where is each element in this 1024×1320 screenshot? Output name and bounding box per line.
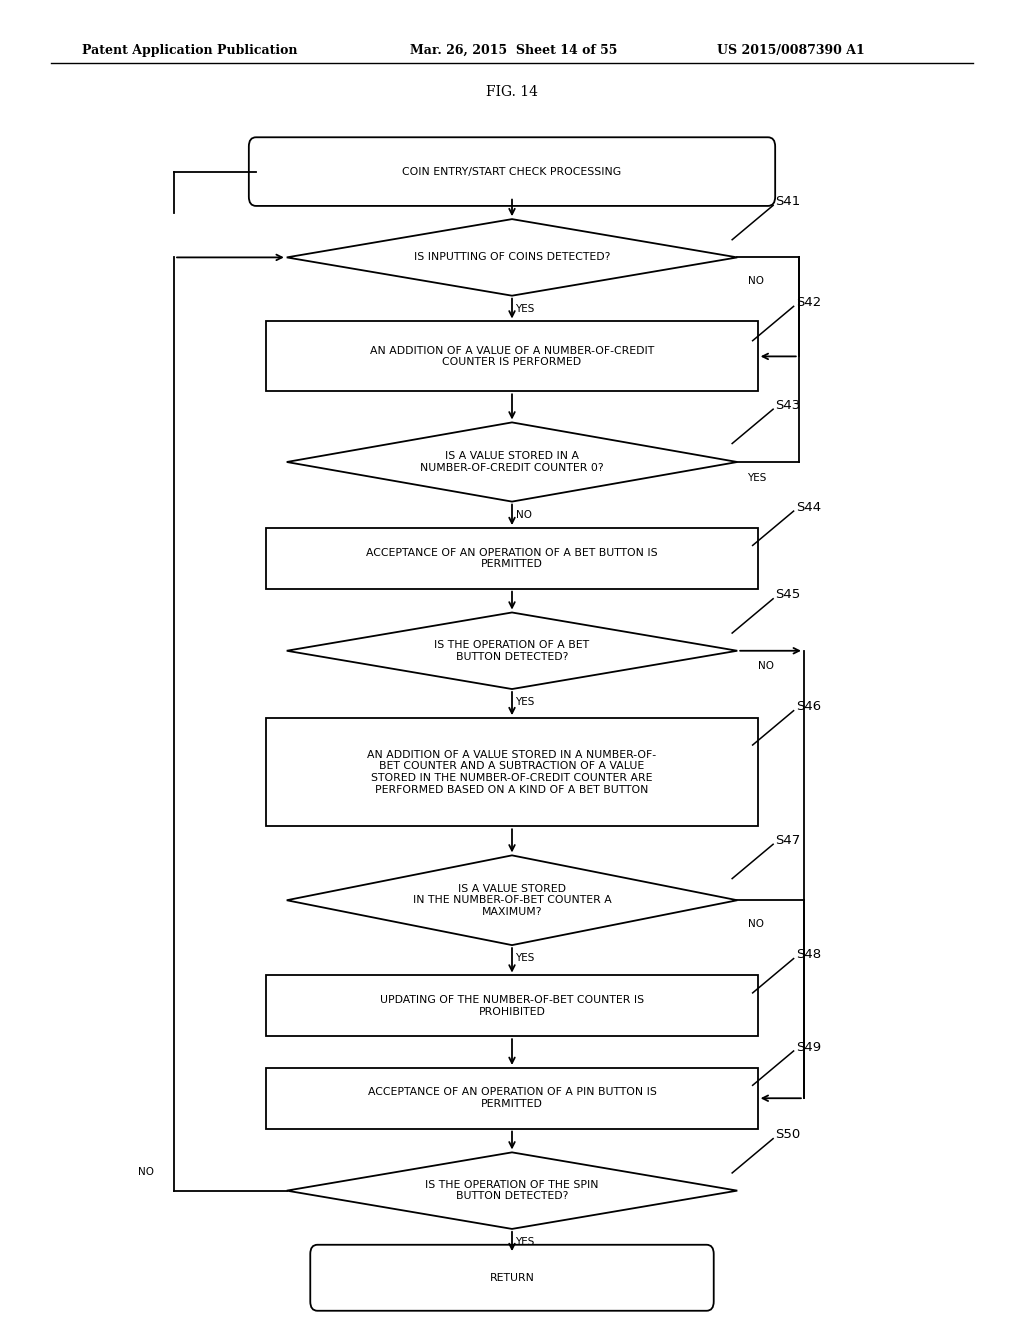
Text: Patent Application Publication: Patent Application Publication xyxy=(82,44,297,57)
Text: US 2015/0087390 A1: US 2015/0087390 A1 xyxy=(717,44,864,57)
Text: YES: YES xyxy=(515,1237,534,1247)
Bar xyxy=(266,718,758,826)
Text: NO: NO xyxy=(748,276,764,286)
Polygon shape xyxy=(287,612,737,689)
Text: ACCEPTANCE OF AN OPERATION OF A BET BUTTON IS
PERMITTED: ACCEPTANCE OF AN OPERATION OF A BET BUTT… xyxy=(367,548,657,569)
Text: IS A VALUE STORED
IN THE NUMBER-OF-BET COUNTER A
MAXIMUM?: IS A VALUE STORED IN THE NUMBER-OF-BET C… xyxy=(413,883,611,917)
Polygon shape xyxy=(287,219,737,296)
Text: IS THE OPERATION OF THE SPIN
BUTTON DETECTED?: IS THE OPERATION OF THE SPIN BUTTON DETE… xyxy=(425,1180,599,1201)
Text: S50: S50 xyxy=(775,1129,801,1142)
Text: S47: S47 xyxy=(775,834,801,847)
Text: S43: S43 xyxy=(775,399,801,412)
Text: NO: NO xyxy=(516,510,532,520)
Text: UPDATING OF THE NUMBER-OF-BET COUNTER IS
PROHIBITED: UPDATING OF THE NUMBER-OF-BET COUNTER IS… xyxy=(380,995,644,1016)
Text: S44: S44 xyxy=(796,500,821,513)
Text: IS THE OPERATION OF A BET
BUTTON DETECTED?: IS THE OPERATION OF A BET BUTTON DETECTE… xyxy=(434,640,590,661)
Text: NO: NO xyxy=(137,1167,154,1177)
Text: YES: YES xyxy=(748,473,767,483)
Text: S49: S49 xyxy=(796,1040,821,1053)
FancyBboxPatch shape xyxy=(310,1245,714,1311)
Bar xyxy=(266,321,758,391)
Text: RETURN: RETURN xyxy=(489,1272,535,1283)
Polygon shape xyxy=(287,422,737,502)
Text: S46: S46 xyxy=(796,701,821,713)
Polygon shape xyxy=(287,1152,737,1229)
Text: ACCEPTANCE OF AN OPERATION OF A PIN BUTTON IS
PERMITTED: ACCEPTANCE OF AN OPERATION OF A PIN BUTT… xyxy=(368,1088,656,1109)
Text: IS A VALUE STORED IN A
NUMBER-OF-CREDIT COUNTER 0?: IS A VALUE STORED IN A NUMBER-OF-CREDIT … xyxy=(420,451,604,473)
Text: COIN ENTRY/START CHECK PROCESSING: COIN ENTRY/START CHECK PROCESSING xyxy=(402,166,622,177)
Text: S48: S48 xyxy=(796,948,821,961)
Text: YES: YES xyxy=(515,953,534,964)
Text: S45: S45 xyxy=(775,589,801,602)
Text: AN ADDITION OF A VALUE STORED IN A NUMBER-OF-
BET COUNTER AND A SUBTRACTION OF A: AN ADDITION OF A VALUE STORED IN A NUMBE… xyxy=(368,750,656,795)
Bar xyxy=(266,528,758,589)
Text: IS INPUTTING OF COINS DETECTED?: IS INPUTTING OF COINS DETECTED? xyxy=(414,252,610,263)
Polygon shape xyxy=(287,855,737,945)
Bar xyxy=(266,1068,758,1129)
FancyBboxPatch shape xyxy=(249,137,775,206)
Text: NO: NO xyxy=(748,919,764,929)
Text: S42: S42 xyxy=(796,296,821,309)
Text: FIG. 14: FIG. 14 xyxy=(486,86,538,99)
Text: AN ADDITION OF A VALUE OF A NUMBER-OF-CREDIT
COUNTER IS PERFORMED: AN ADDITION OF A VALUE OF A NUMBER-OF-CR… xyxy=(370,346,654,367)
Bar xyxy=(266,975,758,1036)
Text: Mar. 26, 2015  Sheet 14 of 55: Mar. 26, 2015 Sheet 14 of 55 xyxy=(410,44,617,57)
Text: YES: YES xyxy=(515,697,534,708)
Text: NO: NO xyxy=(758,661,774,672)
Text: YES: YES xyxy=(515,304,534,314)
Text: S41: S41 xyxy=(775,195,801,209)
